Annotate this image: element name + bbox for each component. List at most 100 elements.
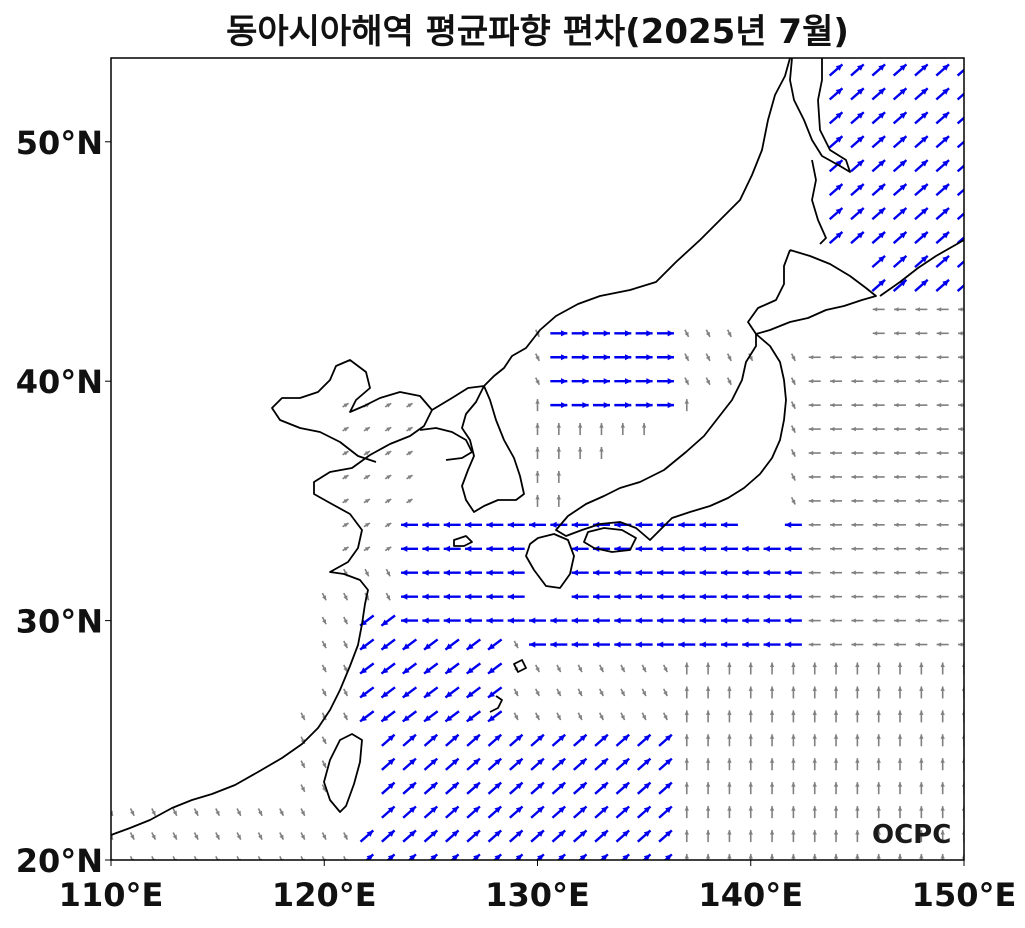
wave-arrow-significant <box>871 231 886 245</box>
wave-arrow-significant <box>594 829 609 843</box>
wave-arrow <box>790 353 796 362</box>
wave-arrow-significant <box>381 829 396 843</box>
wave-arrow-significant <box>572 829 588 843</box>
wave-arrow-significant <box>594 781 609 795</box>
wave-arrow-significant <box>914 207 929 221</box>
wave-arrow <box>936 379 949 384</box>
wave-arrow-significant <box>572 805 588 819</box>
wave-arrow-significant <box>892 135 908 149</box>
wave-arrow <box>748 830 753 843</box>
wave-arrow <box>662 664 668 673</box>
wave-arrow-significant <box>471 853 481 860</box>
wave-arrow-significant <box>529 617 546 624</box>
wave-arrow <box>919 854 924 860</box>
wave-arrow <box>726 377 732 386</box>
wave-arrow <box>808 426 821 432</box>
wave-arrow <box>936 522 949 528</box>
wave-arrow-significant <box>486 593 504 600</box>
wave-arrow-significant <box>571 330 589 337</box>
wave-arrow <box>384 450 392 456</box>
wave-arrow-significant <box>530 829 545 843</box>
wave-arrow <box>919 734 924 747</box>
wave-arrow <box>684 830 689 843</box>
wave-arrow <box>769 710 775 723</box>
wave-arrow-significant <box>871 207 886 221</box>
wave-arrow-significant <box>935 207 950 221</box>
wave-arrow <box>851 522 864 528</box>
wave-arrow <box>727 662 732 675</box>
wave-arrow <box>833 686 839 699</box>
map-title: 동아시아해역 평균파향 편차(2025년 7월) <box>226 12 849 52</box>
wave-arrow <box>257 832 263 841</box>
wave-arrow <box>406 426 413 432</box>
wave-arrow-significant <box>614 378 632 385</box>
wave-arrow <box>790 377 796 386</box>
wave-arrow <box>808 642 821 647</box>
wave-arrow-significant <box>359 638 375 651</box>
wave-arrow <box>851 618 864 623</box>
wave-arrow-significant <box>365 853 375 860</box>
wave-arrow-significant <box>763 545 781 552</box>
wave-arrow <box>876 854 881 860</box>
wave-arrow <box>915 355 928 360</box>
wave-arrow <box>343 832 349 841</box>
wave-arrow <box>535 399 540 412</box>
wave-arrow <box>915 474 928 480</box>
wave-arrow <box>791 758 796 771</box>
wave-arrow <box>279 808 285 817</box>
wave-arrow-significant <box>914 231 929 245</box>
wave-arrow <box>851 546 864 551</box>
wave-arrow <box>958 307 964 312</box>
wave-arrow-significant <box>466 733 481 747</box>
wave-arrow-significant <box>509 733 524 747</box>
wave-arrow-significant <box>871 159 886 173</box>
wave-arrow <box>321 736 327 745</box>
coastline <box>111 58 964 836</box>
wave-arrow <box>808 546 821 551</box>
lon-tick-label: 140°E <box>698 876 803 914</box>
wave-arrow-significant <box>614 593 632 600</box>
wave-arrow-significant <box>402 686 418 699</box>
wave-arrow-significant <box>742 545 760 552</box>
wave-arrow-significant <box>571 641 589 648</box>
wave-arrow-significant <box>422 569 440 576</box>
wave-arrow <box>363 450 371 456</box>
wave-arrow <box>936 355 949 360</box>
wave-arrow <box>958 355 964 360</box>
lat-tick-label: 20°N <box>16 842 103 880</box>
wave-arrow-significant <box>571 354 589 361</box>
wave-arrow <box>342 522 349 528</box>
wave-arrow <box>812 734 817 747</box>
wave-arrow-significant <box>359 686 375 699</box>
wave-arrow-significant <box>402 733 417 747</box>
wave-arrow-significant <box>550 354 568 361</box>
wave-arrow <box>872 570 885 575</box>
wave-arrow <box>855 734 860 747</box>
wave-arrow <box>342 402 349 408</box>
wave-arrow <box>940 758 945 771</box>
wave-arrow <box>384 522 392 528</box>
wave-arrow <box>872 426 885 432</box>
wave-arrow <box>876 710 881 723</box>
wave-arrow-significant <box>742 569 760 576</box>
wave-arrow <box>872 402 885 408</box>
lon-tick-label: 120°E <box>272 876 377 914</box>
wave-arrow <box>172 808 178 817</box>
wave-arrow <box>830 379 843 384</box>
wave-arrow-significant <box>828 207 844 221</box>
wave-arrow <box>727 854 732 860</box>
wave-arrow-significant <box>914 278 929 292</box>
wave-arrow <box>872 331 885 336</box>
wave-arrow <box>769 806 775 819</box>
wave-arrow <box>940 686 945 699</box>
wave-arrow <box>684 377 690 386</box>
wave-arrow <box>940 782 945 795</box>
wave-arrow-significant <box>507 617 525 624</box>
wave-arrow-significant <box>658 829 673 843</box>
wave-arrow <box>343 712 349 721</box>
wave-arrow-significant <box>423 710 439 723</box>
wave-arrow-significant <box>443 521 461 528</box>
wave-arrow <box>872 618 885 623</box>
wave-arrow-significant <box>578 853 588 860</box>
wave-arrow-significant <box>635 330 653 337</box>
